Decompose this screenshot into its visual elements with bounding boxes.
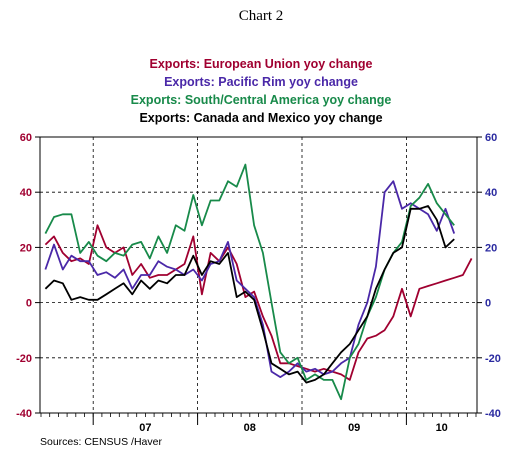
y-left-tick-label: -20 <box>16 353 32 365</box>
x-tick-label: 09 <box>348 422 360 434</box>
y-right-tick-label: 60 <box>485 132 497 144</box>
y-left-tick-label: 40 <box>20 187 32 199</box>
y-right-tick-label: 20 <box>485 242 497 254</box>
series-line-3 <box>44 205 455 384</box>
source-note: Sources: CENSUS /Haver <box>40 436 162 448</box>
y-right-tick-label: 40 <box>485 187 497 199</box>
legend-entry-south-central-america: Exports: South/Central America yoy chang… <box>131 93 392 107</box>
y-right-tick-label: 0 <box>485 298 491 310</box>
legend-entry-canada-mexico: Exports: Canada and Mexico yoy change <box>139 111 382 125</box>
plot-frame <box>39 136 478 414</box>
y-left-tick-label: 0 <box>26 298 32 310</box>
legend-entry-pacific-rim: Exports: Pacific Rim yoy change <box>164 75 358 89</box>
chart-title: Chart 2 <box>239 8 284 24</box>
y-right-tick-label: -20 <box>485 353 501 365</box>
legend: Exports: European Union yoy change Expor… <box>131 57 392 125</box>
x-tick-label: 10 <box>436 422 448 434</box>
x-tick-label: 07 <box>139 422 151 434</box>
y-left-tick-label: 20 <box>20 242 32 254</box>
legend-entry-european-union: Exports: European Union yoy change <box>150 57 373 71</box>
series-line-1 <box>44 180 456 379</box>
plot-area: 60 60 40 40 20 20 0 0 -20 -20 -40 -40 07 08 09 10 <box>16 132 501 434</box>
x-tick-label: 08 <box>244 422 256 434</box>
series-line-0 <box>44 224 473 381</box>
y-left-tick-label: 60 <box>20 132 32 144</box>
series-line-2 <box>44 163 455 401</box>
y-left-tick-label: -40 <box>16 408 32 420</box>
y-right-tick-label: -40 <box>485 408 501 420</box>
